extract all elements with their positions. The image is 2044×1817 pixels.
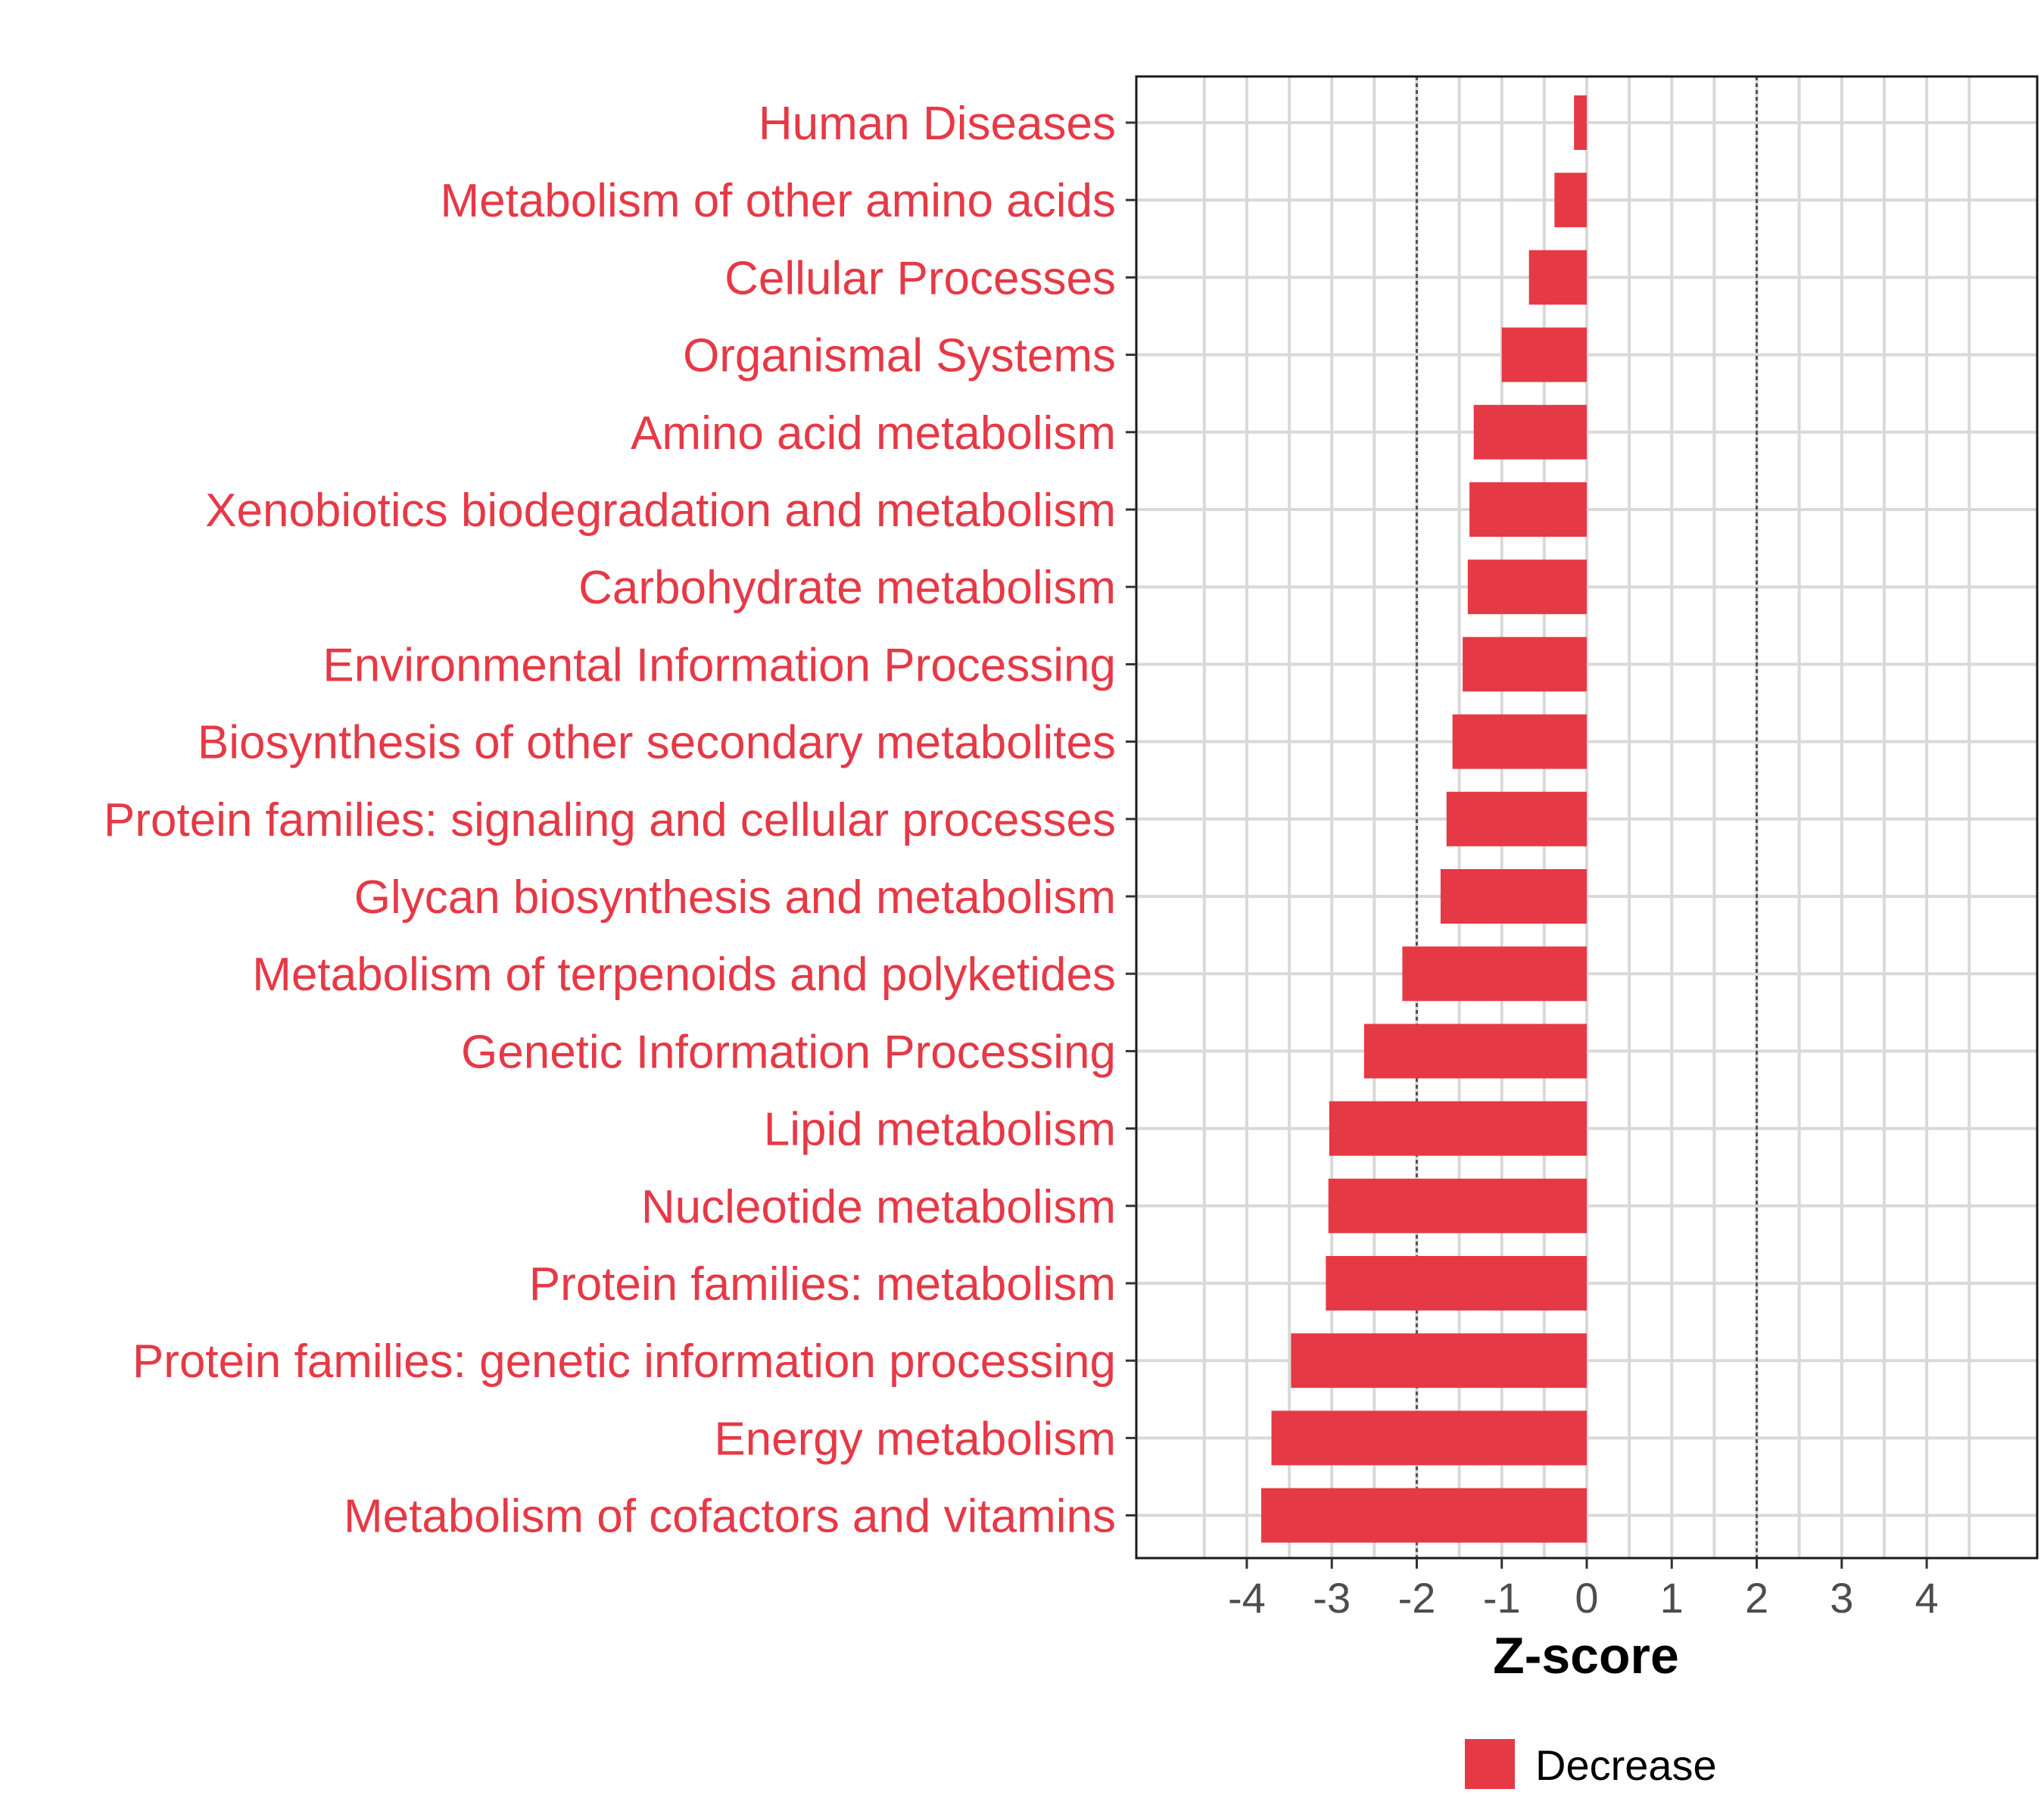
x-tick-label: -2 bbox=[1398, 1574, 1436, 1622]
category-label: Energy metabolism bbox=[714, 1413, 1116, 1465]
category-label: Human Diseases bbox=[759, 98, 1116, 150]
category-label: Protein families: signaling and cellular… bbox=[104, 794, 1116, 846]
bar bbox=[1363, 1024, 1587, 1079]
x-tick-label: 0 bbox=[1575, 1574, 1598, 1622]
bar bbox=[1440, 869, 1587, 924]
bar bbox=[1501, 327, 1587, 382]
legend: Decrease bbox=[1465, 1739, 1717, 1789]
y-axis-labels: Human Diseases Metabolism of other amino … bbox=[104, 98, 1116, 1543]
bar bbox=[1467, 559, 1587, 615]
bar bbox=[1402, 946, 1587, 1002]
category-label: Metabolism of terpenoids and polyketides bbox=[252, 949, 1116, 1001]
x-tick-label: 2 bbox=[1745, 1574, 1768, 1622]
category-label: Amino acid metabolism bbox=[631, 407, 1116, 460]
category-label: Xenobiotics biodegradation and metabolis… bbox=[205, 485, 1116, 537]
bar bbox=[1463, 637, 1587, 692]
category-label: Biosynthesis of other secondary metaboli… bbox=[198, 717, 1116, 769]
x-axis-title: Z-score bbox=[1493, 1627, 1679, 1685]
bar bbox=[1452, 714, 1587, 769]
bar bbox=[1446, 791, 1587, 846]
bar bbox=[1326, 1256, 1587, 1311]
bar bbox=[1473, 404, 1587, 460]
bars bbox=[1261, 95, 1587, 1543]
category-label: Glycan biosynthesis and metabolism bbox=[354, 871, 1116, 924]
category-label: Lipid metabolism bbox=[764, 1104, 1116, 1156]
bar bbox=[1328, 1178, 1587, 1233]
bar bbox=[1528, 250, 1587, 305]
bar bbox=[1291, 1333, 1587, 1388]
x-axis-ticks bbox=[1245, 1558, 1928, 1569]
category-label: Genetic Information Processing bbox=[461, 1026, 1116, 1078]
category-label: Protein families: metabolism bbox=[529, 1258, 1116, 1311]
bar bbox=[1574, 95, 1587, 150]
x-tick-label: -4 bbox=[1228, 1574, 1266, 1622]
category-label: Metabolism of cofactors and vitamins bbox=[344, 1491, 1116, 1543]
reference-lines bbox=[1415, 76, 1759, 1558]
bar bbox=[1469, 482, 1587, 537]
category-label: Carbohydrate metabolism bbox=[578, 562, 1116, 614]
category-label: Protein families: genetic information pr… bbox=[132, 1335, 1116, 1388]
legend-label-decrease: Decrease bbox=[1535, 1741, 1717, 1789]
bar bbox=[1329, 1101, 1587, 1156]
y-axis-ticks bbox=[1126, 121, 1136, 1517]
category-label: Nucleotide metabolism bbox=[641, 1181, 1116, 1233]
category-label: Cellular Processes bbox=[724, 252, 1116, 304]
category-label: Organismal Systems bbox=[683, 330, 1116, 382]
x-tick-label: 3 bbox=[1830, 1574, 1853, 1622]
x-tick-label: -3 bbox=[1313, 1574, 1351, 1622]
legend-swatch-decrease bbox=[1465, 1739, 1515, 1789]
bar bbox=[1554, 173, 1587, 228]
bar bbox=[1261, 1488, 1587, 1543]
x-axis-tick-labels: -4 -3 -2 -1 0 1 2 3 4 bbox=[1228, 1574, 1939, 1622]
category-label: Environmental Information Processing bbox=[322, 639, 1116, 691]
x-tick-label: -1 bbox=[1483, 1574, 1521, 1622]
x-tick-label: 1 bbox=[1660, 1574, 1684, 1622]
category-label: Metabolism of other amino acids bbox=[440, 175, 1116, 227]
x-tick-label: 4 bbox=[1915, 1574, 1938, 1622]
bar bbox=[1271, 1410, 1587, 1466]
